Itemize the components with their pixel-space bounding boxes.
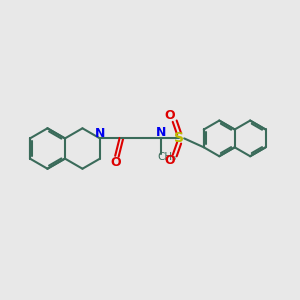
Text: O: O bbox=[164, 154, 175, 167]
Text: O: O bbox=[110, 156, 121, 169]
Text: N: N bbox=[95, 127, 105, 140]
Text: S: S bbox=[174, 131, 184, 146]
Text: O: O bbox=[164, 109, 175, 122]
Text: CH₃: CH₃ bbox=[158, 152, 177, 162]
Text: N: N bbox=[156, 126, 166, 139]
